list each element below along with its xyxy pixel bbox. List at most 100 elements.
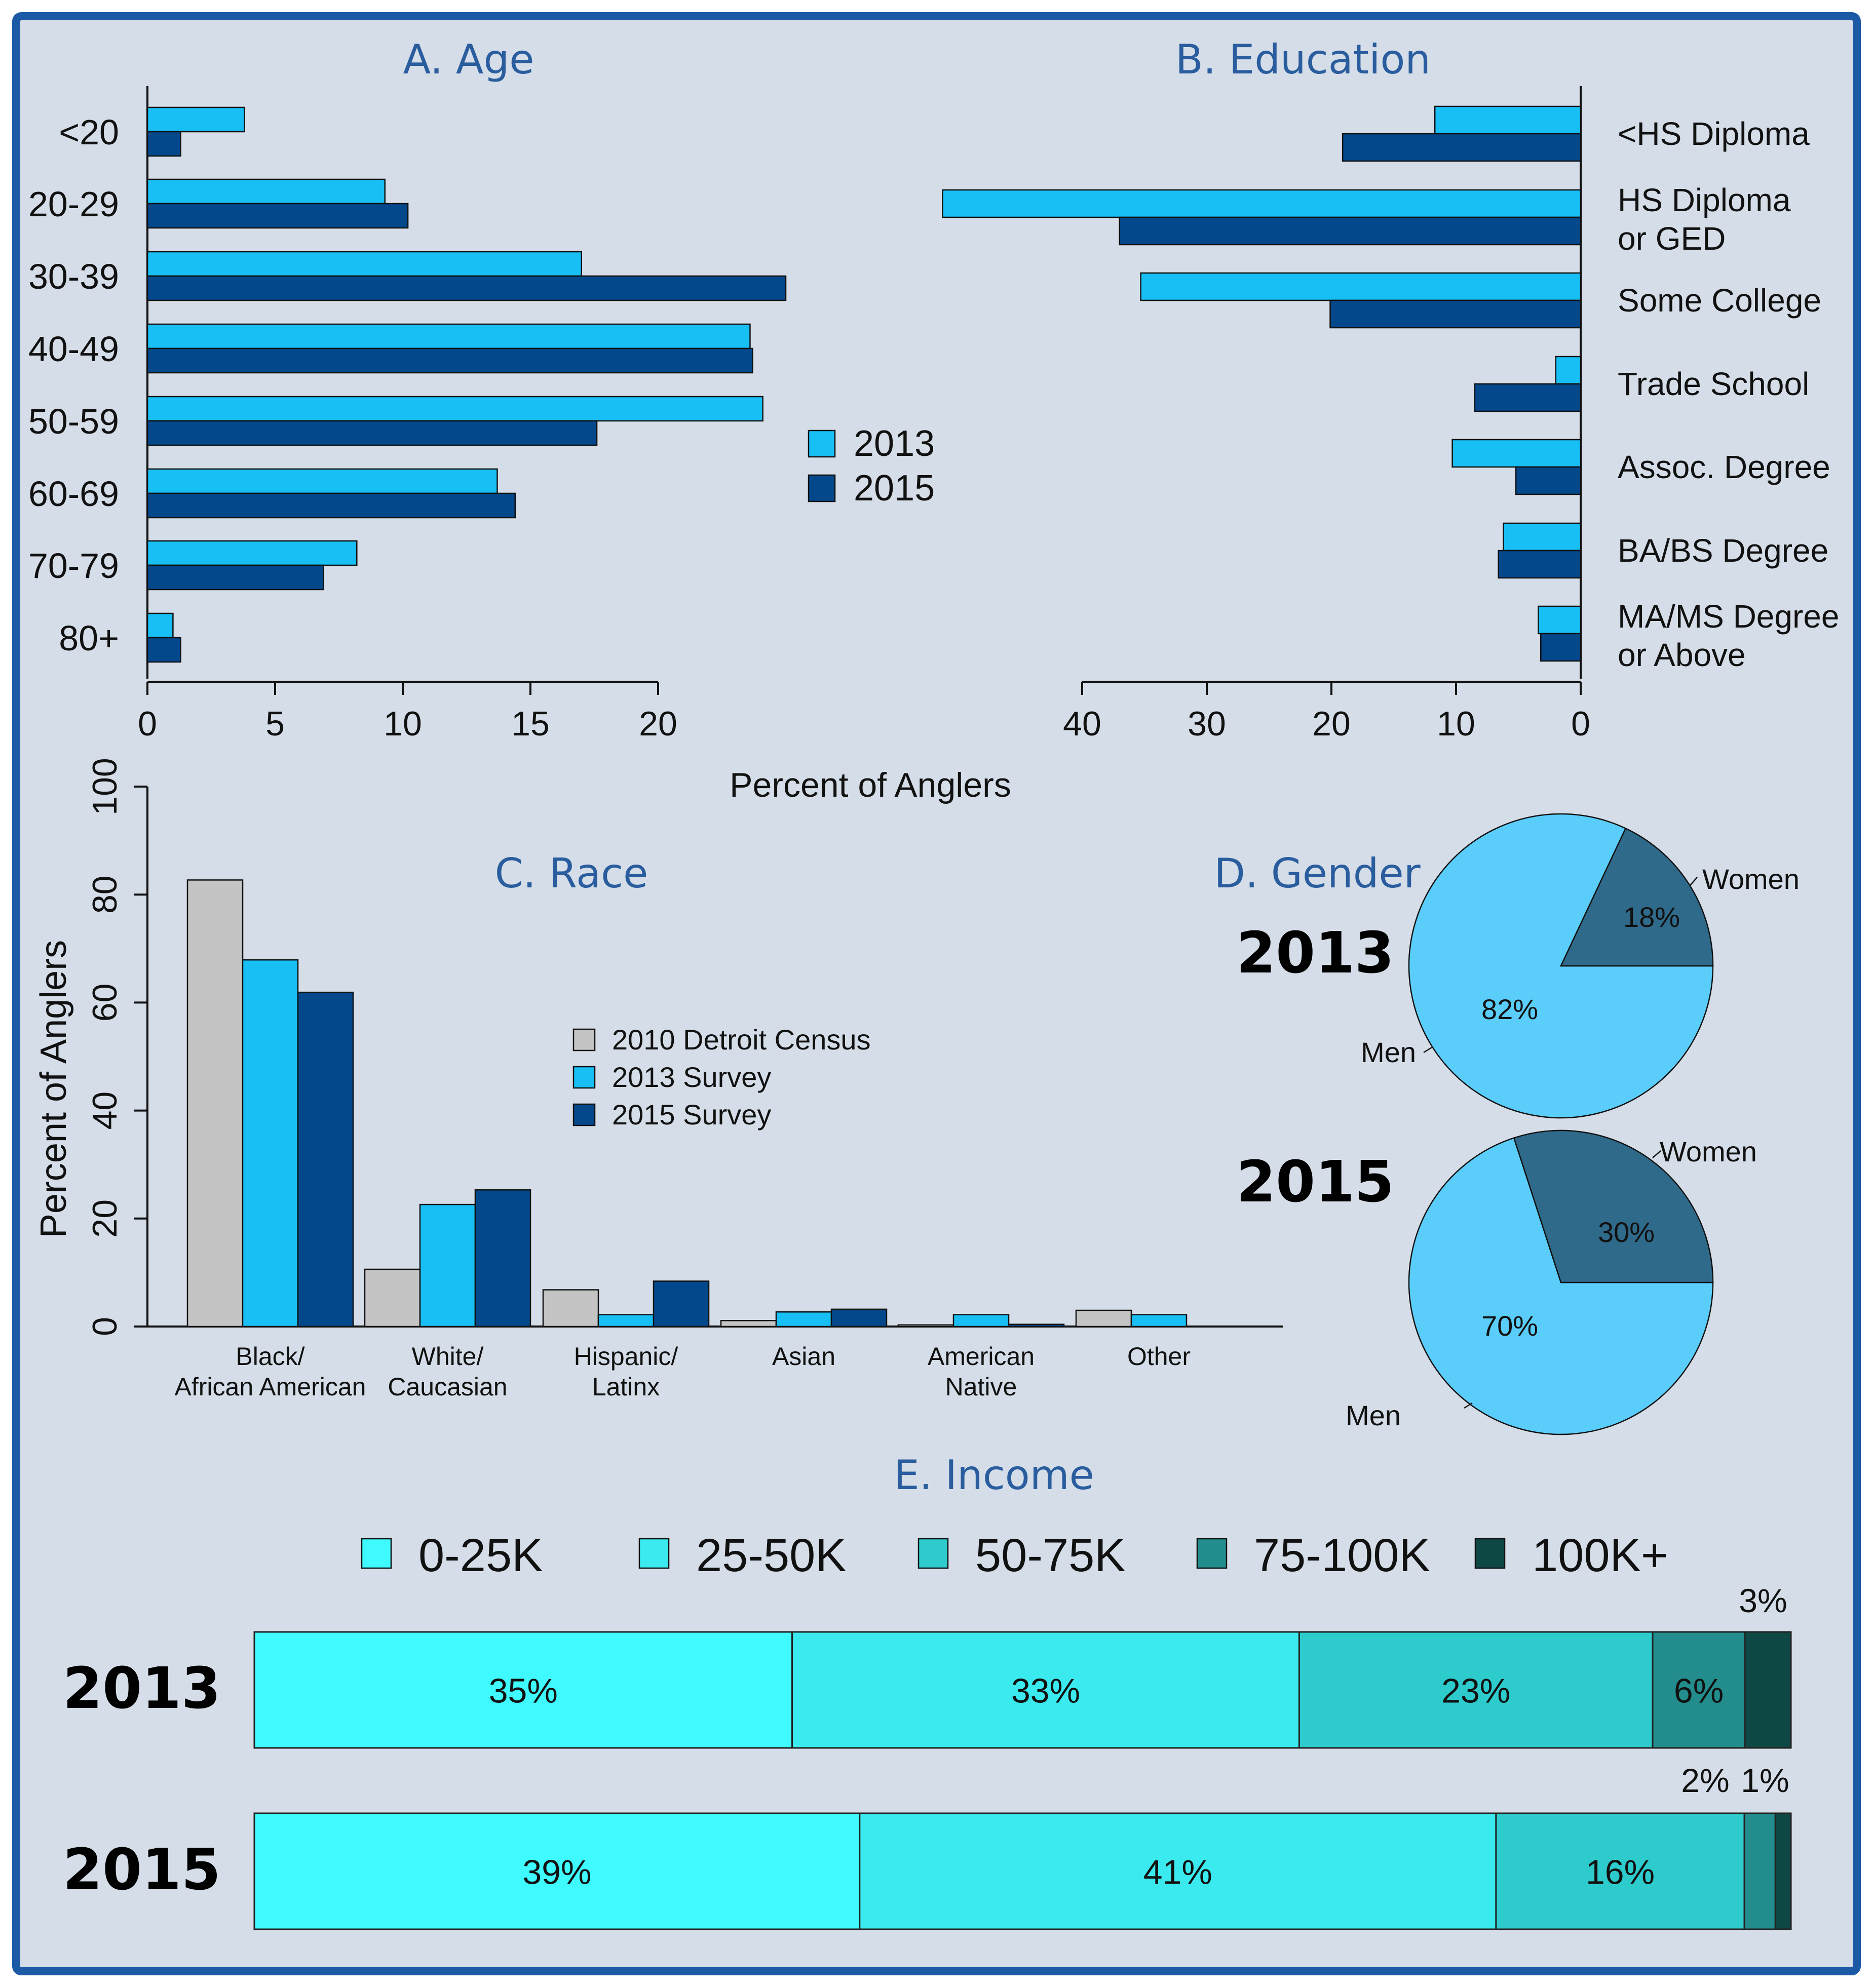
pie-2013-men-label: Men <box>1361 1036 1416 1068</box>
income-2015-segment <box>859 1812 1497 1930</box>
age-legend-swatch-2015 <box>808 474 836 502</box>
education-category-label: or Above <box>1618 637 1746 673</box>
shared-x-axis-label: Percent of Anglers <box>730 766 1011 804</box>
age-x-tick-label: 0 <box>138 705 157 743</box>
race-legend-label: 2010 Detroit Census <box>612 1024 871 1056</box>
education-category-label: <HS Diploma <box>1618 115 1810 152</box>
race-bar-2013 <box>242 959 299 1328</box>
race-category-label: Caucasian <box>388 1373 507 1401</box>
age-legend-swatch-2013 <box>808 430 836 458</box>
race-bar-2015 <box>653 1280 710 1328</box>
pie-2015-year-label: 2015 <box>1236 1149 1394 1215</box>
income-legend-swatch <box>1196 1538 1228 1569</box>
race-y-tick-label: 80 <box>86 875 124 914</box>
age-bar-2015 <box>146 131 181 157</box>
race-bar-2013 <box>419 1203 476 1328</box>
income-chart-title: E. Income <box>894 1452 1094 1499</box>
education-category-label: HS Diploma <box>1618 182 1791 218</box>
education-bar-2013 <box>942 189 1582 218</box>
income-2015-segment <box>253 1812 861 1930</box>
pie-2013-year-label: 2013 <box>1236 920 1394 986</box>
pie-leader-line <box>1464 1402 1473 1409</box>
pie-2015-men-percent: 70% <box>1481 1310 1538 1342</box>
income-legend-label: 50-75K <box>975 1530 1126 1581</box>
education-bar-2015 <box>1540 633 1582 662</box>
income-2013-segment <box>1298 1631 1654 1749</box>
race-category-label: Black/ <box>236 1342 304 1371</box>
education-x-tick-label: 10 <box>1437 705 1475 743</box>
education-category-label: Trade School <box>1618 366 1809 402</box>
education-category-label: MA/MS Degree <box>1618 598 1839 635</box>
race-legend-label: 2013 Survey <box>612 1061 771 1093</box>
race-category-label: Other <box>1127 1342 1191 1371</box>
pie-leader-line <box>1652 1150 1661 1158</box>
education-bar-2015 <box>1515 466 1582 495</box>
race-legend-swatch <box>572 1103 596 1126</box>
pie-2013-women-percent: 18% <box>1623 901 1680 933</box>
age-category-label: 40-49 <box>28 329 119 369</box>
education-category-label: Some College <box>1618 282 1821 319</box>
education-x-tick-label: 40 <box>1063 705 1101 743</box>
income-legend-swatch <box>918 1538 949 1569</box>
age-bar-2013 <box>146 468 498 494</box>
income-2015-segment-label: 41% <box>1143 1853 1212 1892</box>
income-2013-segment-label: 23% <box>1441 1672 1510 1710</box>
pie-leader-line <box>1690 877 1698 886</box>
age-bar-2013 <box>146 251 583 277</box>
age-bar-2013 <box>146 396 763 422</box>
age-legend-label: 2015 <box>854 468 935 509</box>
education-bar-2013 <box>1503 522 1582 552</box>
income-legend-label: 100K+ <box>1532 1530 1668 1581</box>
income-legend-swatch <box>1474 1538 1506 1569</box>
race-bar-2015 <box>830 1308 888 1328</box>
pie-2015-slice-men <box>1408 1137 1714 1435</box>
race-y-tick-label: 60 <box>86 984 124 1022</box>
race-y-tick-label: 40 <box>86 1092 124 1130</box>
race-category-label: Latinx <box>592 1373 660 1401</box>
age-legend-label: 2013 <box>854 423 935 464</box>
race-y-axis-label: Percent of Anglers <box>33 940 74 1238</box>
income-legend-swatch <box>361 1538 392 1569</box>
education-x-tick-label: 30 <box>1188 705 1226 743</box>
income-2013-segment <box>791 1631 1300 1749</box>
race-category-label: Hispanic/ <box>574 1342 678 1371</box>
education-x-tick-label: 0 <box>1571 705 1590 743</box>
education-bar-2013 <box>1538 605 1582 635</box>
age-x-tick-label: 10 <box>384 705 422 743</box>
age-category-label: 50-59 <box>28 402 119 441</box>
race-category-label: White/ <box>412 1342 484 1371</box>
age-bar-2015 <box>146 420 598 446</box>
income-legend-swatch <box>638 1538 670 1569</box>
age-bar-2015 <box>146 564 325 591</box>
age-bar-2015 <box>146 275 787 301</box>
age-category-label: 80+ <box>59 618 119 658</box>
education-bar-2013 <box>1434 105 1582 135</box>
education-bar-2013 <box>1451 439 1582 468</box>
age-bar-2015 <box>146 637 181 663</box>
race-legend-swatch <box>572 1066 596 1089</box>
gender-chart-title: D. Gender <box>1214 850 1420 897</box>
race-bar-2015 <box>474 1189 531 1328</box>
race-category-label: Asian <box>772 1342 835 1371</box>
race-bar-census <box>720 1320 777 1328</box>
income-2013-above-label: 3% <box>1739 1582 1787 1619</box>
income-2013-segment-label: 6% <box>1674 1672 1724 1710</box>
income-legend-label: 25-50K <box>696 1530 847 1581</box>
race-bar-2013 <box>952 1314 1010 1328</box>
income-legend-label: 0-25K <box>418 1530 543 1581</box>
age-bar-2013 <box>146 612 174 639</box>
race-category-label: Native <box>945 1373 1017 1401</box>
education-bar-2015 <box>1498 550 1582 579</box>
education-bar-2015 <box>1342 133 1582 162</box>
race-bar-2015 <box>1008 1323 1065 1328</box>
race-bar-census <box>364 1268 421 1328</box>
pie-2015-women-percent: 30% <box>1598 1216 1655 1248</box>
race-category-label: American <box>928 1342 1035 1371</box>
income-2015-above-label: 1% <box>1741 1762 1789 1799</box>
education-x-tick-label: 20 <box>1312 705 1351 743</box>
pie-2015-men-label: Men <box>1346 1399 1401 1431</box>
income-2013-segment-label: 33% <box>1011 1672 1080 1710</box>
age-chart-title: A. Age <box>403 36 534 83</box>
age-x-tick-label: 5 <box>265 705 285 743</box>
